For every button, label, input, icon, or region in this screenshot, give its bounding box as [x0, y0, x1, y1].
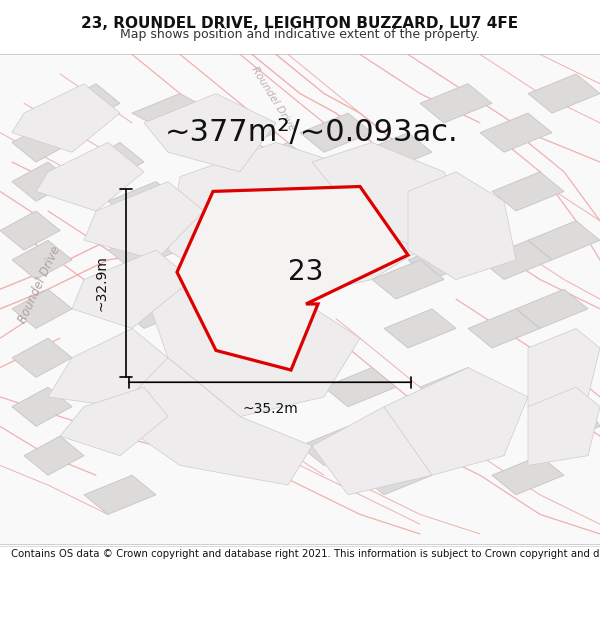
Polygon shape [360, 191, 432, 231]
Polygon shape [384, 368, 528, 475]
Text: 23, ROUNDEL DRIVE, LEIGHTON BUZZARD, LU7 4FE: 23, ROUNDEL DRIVE, LEIGHTON BUZZARD, LU7… [82, 16, 518, 31]
Text: Roundel Drive: Roundel Drive [249, 64, 297, 132]
Polygon shape [300, 426, 372, 466]
Polygon shape [516, 289, 588, 328]
Polygon shape [36, 142, 144, 211]
Polygon shape [24, 436, 84, 475]
Polygon shape [492, 172, 564, 211]
Polygon shape [180, 416, 252, 456]
Polygon shape [60, 84, 120, 123]
Polygon shape [372, 260, 444, 299]
Polygon shape [120, 387, 192, 426]
Polygon shape [252, 348, 324, 387]
Text: ~377m²/~0.093ac.: ~377m²/~0.093ac. [165, 118, 459, 147]
Polygon shape [60, 387, 168, 456]
Polygon shape [84, 475, 156, 514]
Polygon shape [12, 123, 72, 162]
Polygon shape [312, 407, 456, 495]
Polygon shape [324, 368, 396, 407]
Polygon shape [528, 74, 600, 113]
Text: Roundel Drive: Roundel Drive [16, 244, 62, 325]
Polygon shape [240, 142, 312, 182]
Polygon shape [480, 113, 552, 152]
Polygon shape [144, 94, 276, 172]
Polygon shape [528, 387, 600, 466]
Polygon shape [120, 289, 192, 328]
Polygon shape [468, 309, 540, 348]
Polygon shape [360, 132, 432, 172]
Text: Contains OS data © Crown copyright and database right 2021. This information is : Contains OS data © Crown copyright and d… [11, 549, 600, 559]
Polygon shape [420, 368, 492, 407]
Polygon shape [12, 84, 120, 152]
Polygon shape [84, 182, 204, 260]
Polygon shape [480, 241, 552, 279]
Polygon shape [420, 84, 492, 123]
Polygon shape [132, 94, 216, 132]
Polygon shape [48, 328, 168, 407]
Polygon shape [192, 113, 276, 152]
Polygon shape [492, 456, 564, 495]
Polygon shape [312, 142, 468, 250]
Polygon shape [528, 221, 600, 260]
Polygon shape [12, 338, 72, 377]
Polygon shape [96, 357, 312, 485]
Polygon shape [252, 201, 324, 241]
Polygon shape [12, 241, 72, 279]
Text: 23: 23 [289, 258, 323, 286]
Polygon shape [408, 172, 516, 279]
Polygon shape [528, 328, 600, 407]
Polygon shape [144, 289, 360, 416]
Polygon shape [300, 113, 372, 152]
Text: ~32.9m: ~32.9m [95, 255, 109, 311]
Polygon shape [72, 250, 192, 328]
Polygon shape [12, 162, 72, 201]
Polygon shape [408, 241, 480, 279]
Polygon shape [432, 416, 504, 456]
Polygon shape [384, 309, 456, 348]
Polygon shape [12, 387, 72, 426]
Polygon shape [177, 186, 408, 370]
Polygon shape [540, 407, 600, 446]
Polygon shape [168, 142, 420, 299]
Polygon shape [108, 231, 180, 270]
Polygon shape [108, 182, 180, 221]
Text: Map shows position and indicative extent of the property.: Map shows position and indicative extent… [120, 28, 480, 41]
Polygon shape [0, 211, 60, 250]
Text: ~35.2m: ~35.2m [242, 402, 298, 416]
Polygon shape [360, 456, 432, 495]
Polygon shape [84, 142, 144, 182]
Polygon shape [12, 289, 72, 328]
